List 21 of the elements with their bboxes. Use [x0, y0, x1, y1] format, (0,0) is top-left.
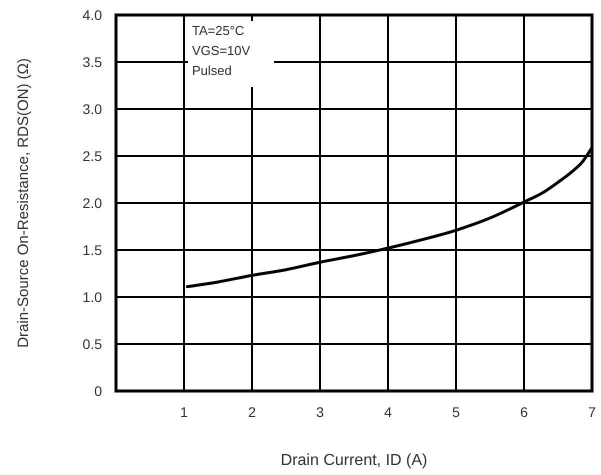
y-tick-label: 0.5	[82, 336, 102, 352]
x-tick-label: 7	[588, 404, 596, 420]
y-axis-title: Drain-Source On-Resistance, RDS(ON) (Ω)	[15, 58, 32, 348]
y-tick-label: 1.5	[82, 242, 102, 258]
x-axis-title: Drain Current, ID (A)	[280, 452, 428, 469]
x-tick-label: 2	[248, 404, 256, 420]
y-tick-label: 4.0	[82, 7, 102, 23]
y-tick-label: 0	[94, 383, 102, 399]
x-tick-label: 6	[520, 404, 528, 420]
annotation: Pulsed	[192, 63, 232, 78]
x-tick-label: 3	[316, 404, 324, 420]
y-tick-label: 1.0	[82, 289, 102, 305]
annotation: TA=25°C	[192, 23, 244, 38]
y-tick-label: 2.5	[82, 148, 102, 164]
annotation: VGS=10V	[192, 43, 251, 58]
x-tick-label: 4	[384, 404, 392, 420]
y-tick-label: 3.5	[82, 54, 102, 70]
x-tick-label: 1	[180, 404, 188, 420]
y-tick-label: 2.0	[82, 195, 102, 211]
y-tick-label: 3.0	[82, 101, 102, 117]
x-tick-label: 5	[452, 404, 460, 420]
